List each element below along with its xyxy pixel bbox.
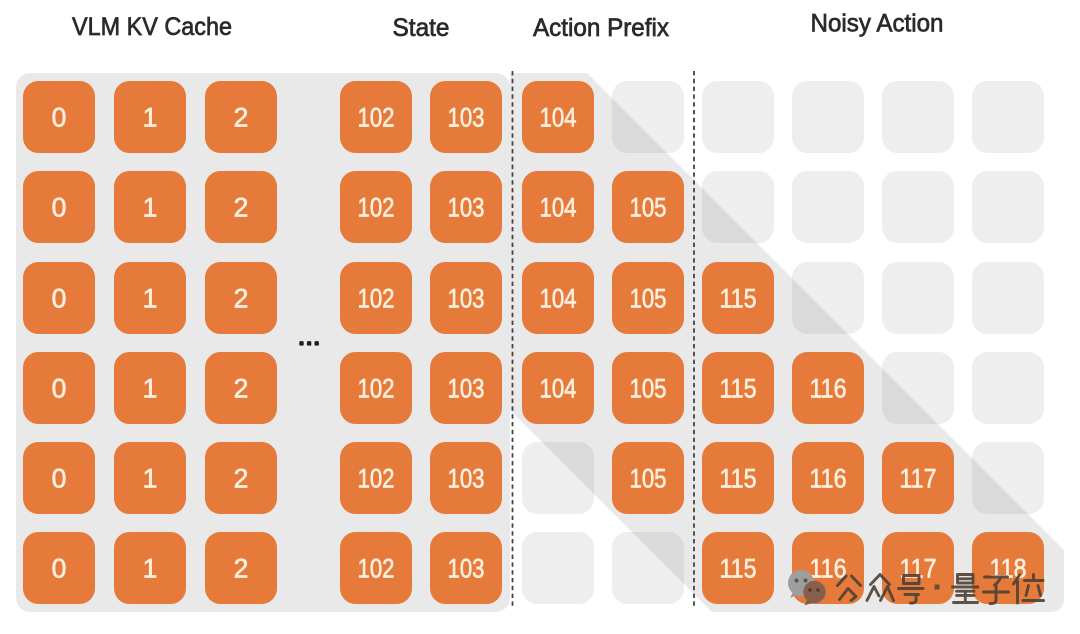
svg-text:102: 102 xyxy=(358,103,395,133)
svg-text:118: 118 xyxy=(990,554,1027,584)
svg-text:102: 102 xyxy=(358,554,395,584)
svg-text:105: 105 xyxy=(630,374,667,404)
svg-text:117: 117 xyxy=(900,464,937,494)
svg-text:Action Prefix: Action Prefix xyxy=(533,14,669,42)
svg-text:103: 103 xyxy=(448,103,485,133)
svg-text:104: 104 xyxy=(540,374,577,404)
svg-text:105: 105 xyxy=(630,464,667,494)
svg-text:115: 115 xyxy=(720,554,757,584)
svg-text:0: 0 xyxy=(52,464,67,494)
svg-text:1: 1 xyxy=(143,554,158,584)
svg-text:0: 0 xyxy=(52,554,67,584)
svg-text:116: 116 xyxy=(810,554,847,584)
svg-text:103: 103 xyxy=(448,284,485,314)
svg-text:105: 105 xyxy=(630,284,667,314)
svg-text:102: 102 xyxy=(358,193,395,223)
svg-text:104: 104 xyxy=(540,284,577,314)
svg-text:0: 0 xyxy=(52,284,67,314)
svg-text:2: 2 xyxy=(234,103,249,133)
svg-text:116: 116 xyxy=(810,464,847,494)
svg-text:103: 103 xyxy=(448,554,485,584)
svg-text:115: 115 xyxy=(720,464,757,494)
svg-text:115: 115 xyxy=(720,284,757,314)
svg-text:0: 0 xyxy=(52,103,67,133)
svg-text:103: 103 xyxy=(448,193,485,223)
svg-text:104: 104 xyxy=(540,103,577,133)
svg-text:102: 102 xyxy=(358,464,395,494)
svg-text:2: 2 xyxy=(234,464,249,494)
svg-text:1: 1 xyxy=(143,193,158,223)
svg-text:115: 115 xyxy=(720,374,757,404)
svg-text:Noisy Action: Noisy Action xyxy=(811,10,944,38)
svg-text:103: 103 xyxy=(448,464,485,494)
svg-text:1: 1 xyxy=(143,103,158,133)
svg-text:105: 105 xyxy=(630,193,667,223)
svg-text:VLM KV Cache: VLM KV Cache xyxy=(72,13,232,41)
svg-text:2: 2 xyxy=(234,554,249,584)
svg-text:102: 102 xyxy=(358,374,395,404)
svg-text:1: 1 xyxy=(143,284,158,314)
svg-text:1: 1 xyxy=(143,464,158,494)
svg-text:0: 0 xyxy=(52,193,67,223)
svg-text:2: 2 xyxy=(234,284,249,314)
svg-text:104: 104 xyxy=(540,193,577,223)
svg-text:116: 116 xyxy=(810,374,847,404)
svg-text:102: 102 xyxy=(358,284,395,314)
svg-text:State: State xyxy=(393,14,450,42)
svg-text:2: 2 xyxy=(234,374,249,404)
svg-text:103: 103 xyxy=(448,374,485,404)
svg-text:0: 0 xyxy=(52,374,67,404)
svg-text:2: 2 xyxy=(234,193,249,223)
svg-text:1: 1 xyxy=(143,374,158,404)
